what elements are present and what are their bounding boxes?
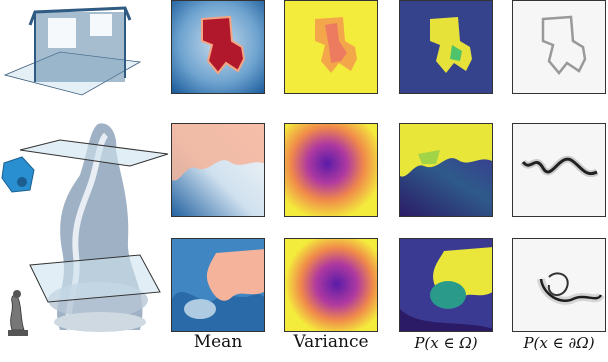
row2-inside-prob-panel	[399, 123, 493, 217]
row3-boundary-prob-panel	[512, 238, 606, 332]
small-statue-icon	[8, 290, 28, 336]
small-object-icon	[1, 156, 35, 193]
column-label-variance: Variance	[293, 332, 369, 352]
column-label-inside-prob: P(x ∈ Ω)	[414, 334, 478, 352]
row2-variance-panel	[284, 123, 378, 217]
row3-mean-panel	[171, 238, 265, 332]
scene-illustrations	[1, 6, 169, 336]
row1-variance-panel	[284, 0, 378, 94]
row1-mean-panel	[171, 0, 265, 94]
column-label-mean: Mean	[193, 332, 243, 352]
row3-variance-panel	[284, 238, 378, 332]
row2-mean-panel	[171, 123, 265, 217]
row1-boundary-prob-panel	[512, 0, 606, 94]
row3-inside-prob-panel	[399, 238, 493, 332]
column-label-boundary-prob: P(x ∈ ∂Ω)	[523, 334, 595, 352]
room-point-cloud	[3, 6, 142, 96]
slice-plane-lower	[29, 254, 161, 303]
row2-boundary-prob-panel	[512, 123, 606, 217]
row1-inside-prob-panel	[399, 0, 493, 94]
slice-plane-upper	[19, 139, 169, 167]
